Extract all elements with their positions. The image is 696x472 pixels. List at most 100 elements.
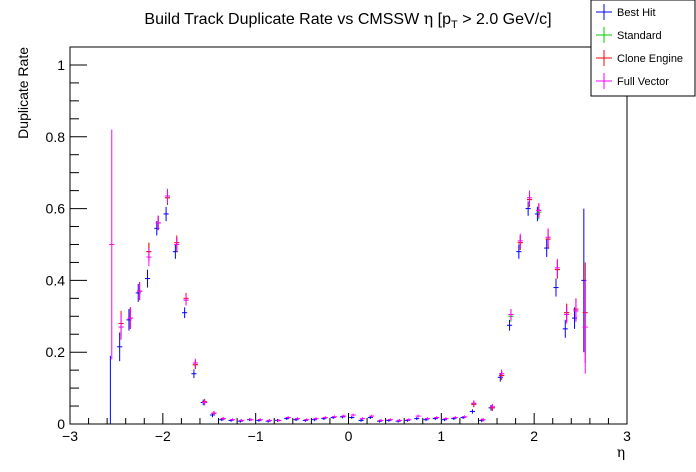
- data-point: [499, 369, 505, 379]
- data-point: [109, 129, 115, 360]
- data-point: [434, 416, 440, 419]
- y-tick-labels: 0 0.2 0.4 0.6 0.8 1: [46, 57, 66, 432]
- data-point: [285, 416, 291, 419]
- data-point: [443, 417, 449, 421]
- legend-label: Clone Engine: [617, 53, 683, 65]
- data-point: [202, 399, 208, 406]
- series-full-vector: [109, 129, 588, 422]
- data-point: [525, 201, 531, 216]
- data-point: [118, 314, 124, 340]
- data-point: [276, 418, 282, 422]
- data-point: [155, 215, 161, 231]
- data-point: [229, 418, 236, 422]
- data-point: [359, 417, 365, 421]
- y-tick-label: 0.6: [46, 201, 66, 217]
- data-point: [117, 332, 123, 362]
- legend: Best Hit Standard Clone Engine Full Vector: [590, 0, 696, 97]
- data-point: [369, 414, 375, 418]
- data-point: [183, 294, 189, 306]
- plot-frame: [69, 46, 628, 425]
- data-point: [358, 418, 364, 422]
- data-point: [192, 358, 198, 368]
- data-point: [516, 244, 522, 259]
- data-point: [480, 417, 486, 422]
- data-point: [406, 418, 412, 422]
- legend-item: Standard: [596, 27, 662, 43]
- data-point: [127, 307, 133, 329]
- y-tick-label: 0.4: [46, 272, 66, 288]
- data-point: [562, 319, 568, 338]
- data-point: [415, 414, 421, 418]
- x-tick-label: −3: [62, 428, 78, 444]
- x-tick-label: 3: [623, 428, 631, 444]
- data-points: [107, 129, 588, 425]
- data-point: [220, 417, 226, 421]
- data-point: [163, 206, 169, 222]
- tick-marks: [69, 64, 628, 425]
- legend-item: Clone Engine: [596, 50, 683, 66]
- legend-label: Full Vector: [617, 76, 669, 88]
- data-point: [349, 416, 355, 419]
- data-point: [137, 282, 143, 301]
- data-point: [471, 400, 477, 407]
- data-point: [304, 418, 310, 422]
- y-tick-label: 0.2: [46, 344, 66, 360]
- data-point: [294, 417, 300, 421]
- data-point: [573, 300, 579, 322]
- x-tick-label: 0: [345, 428, 353, 444]
- legend-label: Standard: [617, 30, 662, 42]
- legend-label: Best Hit: [617, 7, 656, 19]
- data-point: [267, 418, 273, 422]
- data-point: [526, 190, 533, 205]
- legend-box: [590, 0, 696, 97]
- data-point: [489, 403, 495, 410]
- data-point: [146, 248, 152, 267]
- data-point: [144, 269, 151, 288]
- data-point: [332, 415, 338, 419]
- data-point: [536, 203, 542, 218]
- data-point: [257, 418, 263, 422]
- data-point: [387, 418, 393, 422]
- data-point: [397, 418, 403, 422]
- data-point: [507, 319, 513, 331]
- y-axis-label: Duplicate Rate: [15, 47, 31, 139]
- data-point: [164, 188, 171, 204]
- data-point: [461, 415, 468, 419]
- data-point: [424, 417, 430, 421]
- x-tick-label: 1: [437, 428, 445, 444]
- data-point: [182, 307, 188, 319]
- data-point: [564, 305, 570, 324]
- data-point: [248, 418, 254, 422]
- data-point: [239, 418, 245, 422]
- data-point: [545, 228, 551, 247]
- legend-item: Full Vector: [596, 73, 669, 89]
- data-point: [508, 309, 514, 320]
- chart-title: Build Track Duplicate Rate vs CMSSW η [p…: [144, 9, 551, 31]
- x-tick-labels: −3 −2 −1 0 1 2 3: [62, 428, 631, 444]
- data-point: [554, 258, 560, 277]
- x-axis-label: η: [617, 445, 625, 461]
- data-point: [350, 413, 356, 417]
- data-point: [378, 418, 384, 422]
- data-point: [582, 280, 588, 374]
- data-point: [313, 417, 319, 421]
- data-point: [191, 369, 197, 379]
- data-point: [174, 237, 180, 252]
- data-point: [322, 416, 328, 419]
- data-point: [517, 233, 523, 249]
- data-point: [211, 411, 217, 416]
- data-point: [469, 409, 475, 414]
- x-tick-label: −2: [155, 428, 171, 444]
- data-point: [553, 278, 559, 297]
- data-point: [414, 417, 420, 421]
- data-point: [341, 414, 347, 418]
- y-tick-label: 1: [57, 57, 65, 73]
- x-tick-label: −1: [248, 428, 264, 444]
- legend-item: Best Hit: [596, 4, 656, 20]
- y-tick-label: 0: [57, 416, 65, 432]
- y-tick-label: 0.8: [46, 129, 66, 145]
- data-point: [452, 416, 458, 419]
- x-tick-label: 2: [530, 428, 538, 444]
